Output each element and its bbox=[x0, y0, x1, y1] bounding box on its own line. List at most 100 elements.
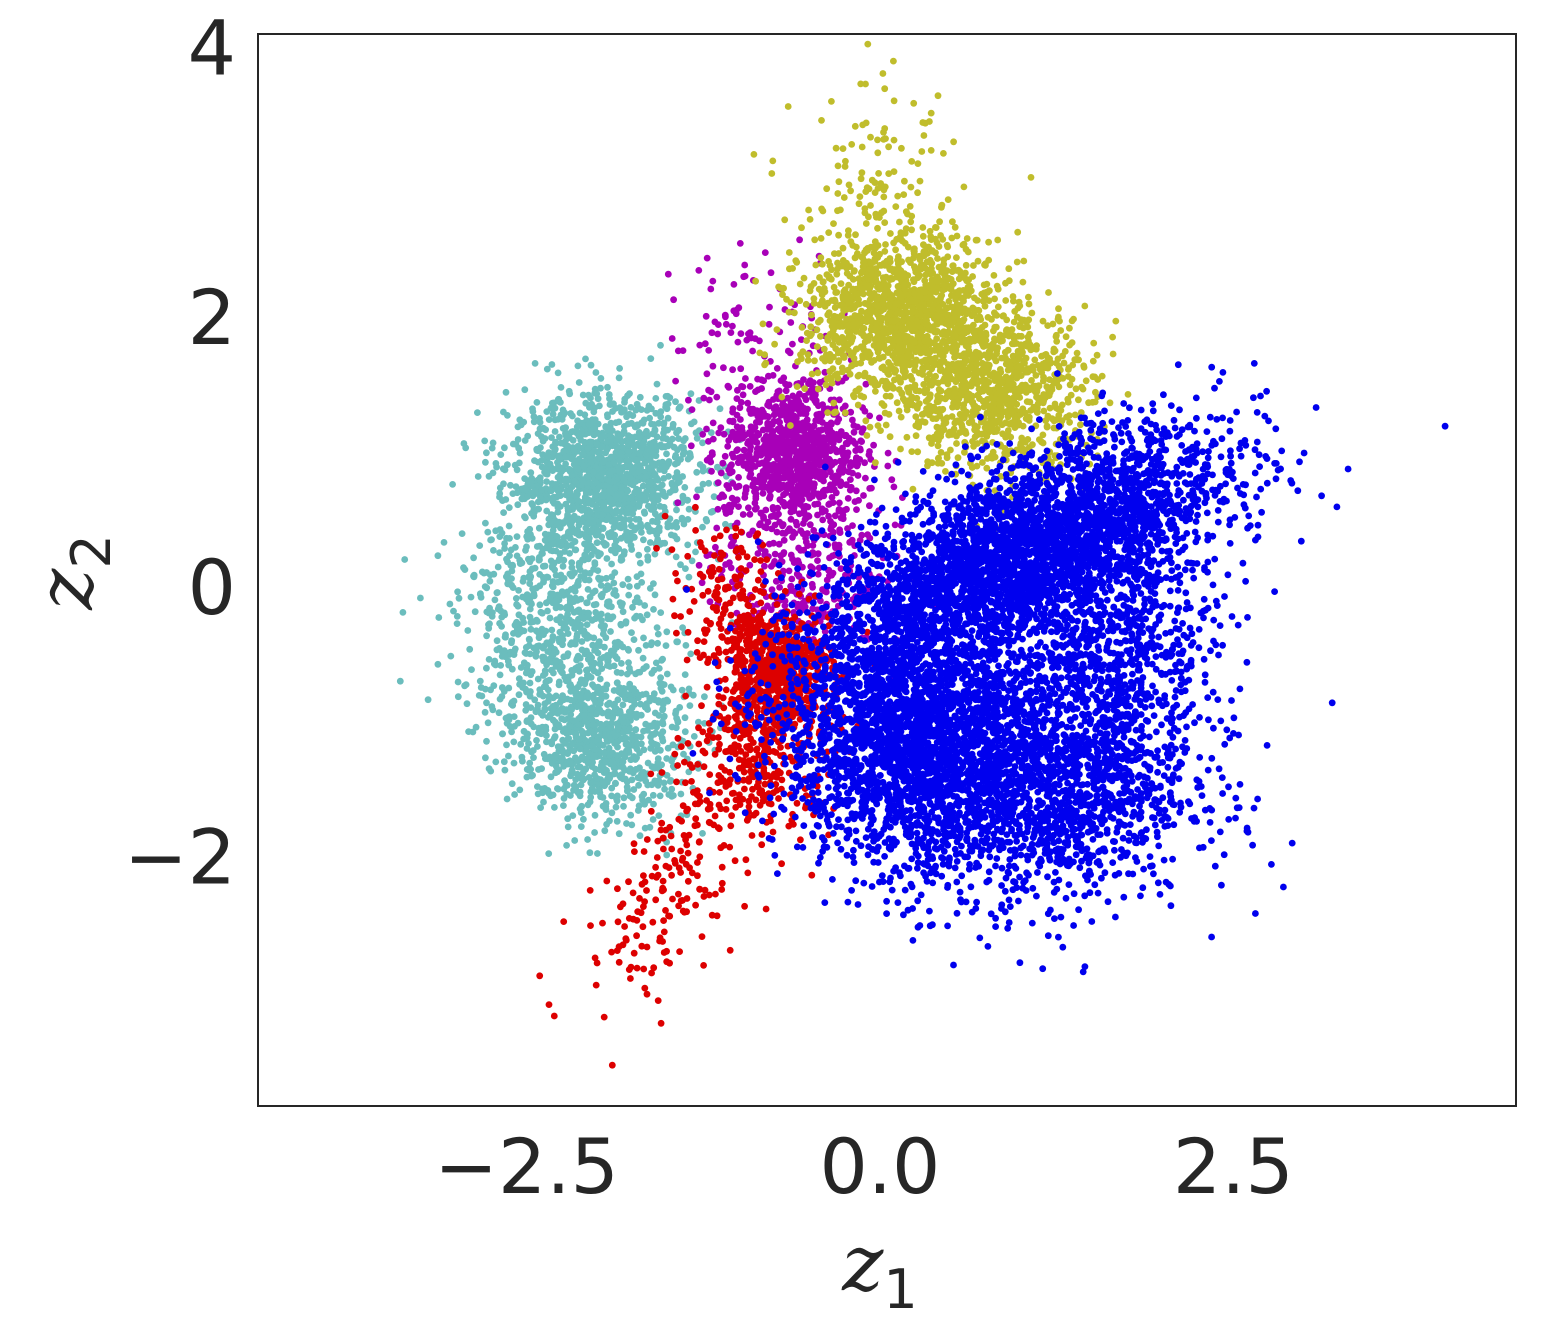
data-point bbox=[707, 508, 715, 516]
data-point bbox=[623, 486, 631, 494]
data-point bbox=[607, 615, 615, 623]
data-point bbox=[481, 583, 489, 590]
data-point bbox=[471, 608, 479, 616]
data-point bbox=[890, 483, 898, 491]
data-point bbox=[679, 450, 687, 458]
data-point bbox=[518, 753, 526, 761]
data-point bbox=[781, 426, 788, 434]
data-point bbox=[580, 815, 587, 823]
data-point bbox=[527, 766, 535, 773]
data-point bbox=[581, 680, 589, 688]
data-point bbox=[836, 457, 844, 465]
data-point bbox=[789, 555, 796, 563]
data-point bbox=[974, 297, 982, 304]
data-point bbox=[642, 430, 649, 437]
series-0 bbox=[396, 341, 774, 859]
data-point bbox=[512, 595, 520, 602]
data-point bbox=[636, 832, 644, 840]
data-point bbox=[710, 493, 718, 501]
data-point bbox=[787, 515, 795, 523]
data-point bbox=[564, 442, 572, 450]
data-point bbox=[669, 420, 677, 428]
data-point bbox=[628, 629, 635, 636]
data-point bbox=[849, 416, 856, 424]
data-point bbox=[489, 469, 497, 477]
data-point bbox=[661, 425, 668, 433]
data-point bbox=[648, 420, 655, 428]
data-point bbox=[485, 656, 493, 663]
data-point bbox=[577, 595, 585, 603]
data-point bbox=[664, 523, 672, 531]
data-point bbox=[527, 478, 535, 485]
data-point bbox=[499, 730, 506, 738]
data-point bbox=[530, 592, 538, 600]
data-point bbox=[542, 470, 550, 478]
data-point bbox=[511, 461, 519, 469]
data-point bbox=[825, 274, 833, 282]
data-point bbox=[496, 620, 503, 627]
data-point bbox=[661, 785, 668, 793]
data-point bbox=[825, 258, 832, 265]
data-point bbox=[702, 516, 710, 523]
data-point bbox=[785, 567, 793, 575]
data-point bbox=[836, 396, 843, 404]
data-point bbox=[523, 773, 531, 781]
data-point bbox=[752, 485, 760, 493]
data-point bbox=[703, 456, 711, 464]
data-point bbox=[785, 405, 793, 413]
data-point bbox=[769, 372, 777, 379]
data-point bbox=[644, 545, 651, 553]
data-point bbox=[647, 355, 655, 362]
data-point bbox=[569, 412, 576, 420]
data-point bbox=[745, 504, 752, 512]
data-point bbox=[569, 437, 577, 444]
data-point bbox=[548, 582, 556, 590]
data-point bbox=[847, 459, 855, 466]
data-point bbox=[533, 737, 540, 744]
data-point bbox=[836, 499, 843, 507]
data-point bbox=[688, 406, 696, 413]
data-point bbox=[626, 664, 633, 672]
data-point bbox=[546, 711, 554, 719]
data-point bbox=[666, 778, 674, 785]
data-point bbox=[717, 424, 725, 432]
data-point bbox=[645, 464, 652, 472]
data-point bbox=[512, 483, 520, 490]
data-point bbox=[477, 594, 485, 601]
data-point bbox=[708, 329, 716, 337]
data-point bbox=[753, 504, 760, 512]
data-point bbox=[549, 410, 557, 418]
data-point bbox=[726, 469, 734, 477]
data-point bbox=[627, 811, 635, 819]
data-point bbox=[713, 393, 721, 401]
data-point bbox=[496, 533, 504, 540]
data-point bbox=[810, 300, 818, 307]
data-point bbox=[884, 449, 892, 457]
data-point bbox=[562, 460, 569, 468]
data-point bbox=[564, 750, 571, 757]
data-point bbox=[804, 472, 812, 480]
data-point bbox=[627, 464, 635, 472]
data-point bbox=[876, 414, 883, 422]
data-point bbox=[588, 654, 595, 661]
data-point bbox=[749, 462, 757, 470]
data-point bbox=[555, 766, 563, 774]
data-point bbox=[574, 465, 582, 473]
data-point bbox=[435, 614, 443, 621]
data-point bbox=[538, 463, 546, 471]
data-point bbox=[686, 451, 694, 459]
data-point bbox=[1013, 258, 1021, 266]
data-point bbox=[701, 693, 708, 701]
data-point bbox=[674, 717, 682, 725]
data-point bbox=[652, 395, 660, 402]
data-point bbox=[681, 714, 689, 722]
data-point bbox=[735, 474, 742, 481]
data-point bbox=[474, 473, 482, 480]
data-point bbox=[577, 694, 584, 702]
data-point bbox=[649, 791, 657, 799]
data-point bbox=[633, 740, 641, 748]
data-point bbox=[584, 729, 592, 737]
data-point bbox=[541, 530, 549, 538]
data-point bbox=[808, 370, 816, 378]
data-point bbox=[841, 402, 849, 410]
